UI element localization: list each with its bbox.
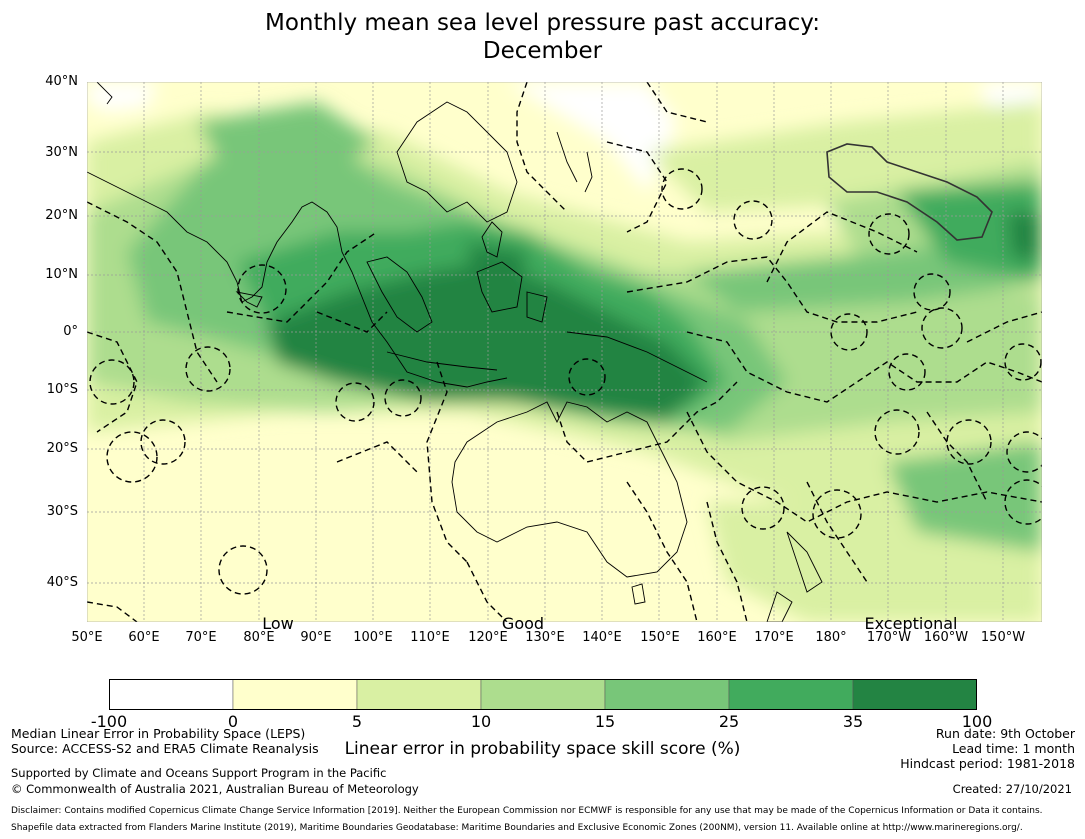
lat-label: 40°S [46,575,78,590]
lon-label: 60°E [128,630,160,645]
lon-label: 120°E [468,630,508,645]
lon-label: 150°W [980,630,1026,645]
colorbar-segment [480,679,606,710]
colorbar-segment [604,679,730,710]
lon-label: 140°E [582,630,622,645]
colorbar-tick: 5 [351,712,363,731]
coastlines [87,82,823,622]
lon-label: 110°E [410,630,450,645]
colorbar-tick: 25 [718,712,740,731]
footer-copyright: © Commonwealth of Australia 2021, Austra… [11,782,419,796]
skill-map [87,82,1042,622]
lon-label: 70°E [185,630,217,645]
lon-label: 150°E [640,630,680,645]
category-good: Good [501,614,545,633]
disclaimer-copernicus: Disclaimer: Contains modified Copernicus… [11,806,1043,816]
hawaii-eez [826,143,993,241]
lon-label: 130°E [525,630,565,645]
lon-label: 80°E [243,630,275,645]
lat-label: 10°S [46,382,78,397]
colorbar-tick: 10 [470,712,492,731]
lon-label: 160°E [697,630,737,645]
lon-label: 180° [815,630,847,645]
colorbar-tick: 100 [961,712,993,731]
run-date: Run date: 9th October [935,726,1075,741]
colorbar-segment [109,679,234,710]
colorbar [109,679,977,710]
lon-label: 90°E [300,630,332,645]
lon-label: 100°E [353,630,393,645]
created-date: Created: 27/10/2021 [952,782,1072,796]
lon-label: 170°E [754,630,794,645]
lat-label: 30°S [46,504,78,519]
category-low: Low [262,614,294,633]
island-eez-circles [89,168,1042,595]
footer-method: Median Linear Error in Probability Space… [11,726,306,741]
eez-boundaries [87,82,1042,622]
chart-title-line1: Monthly mean sea level pressure past acc… [265,10,820,36]
lon-label: 50°E [71,630,103,645]
hindcast-period: Hindcast period: 1981-2018 [900,756,1075,771]
lon-label: 160°W [923,630,969,645]
colorbar-tick: 0 [227,712,239,731]
disclaimer-shapefile: Shapefile data extracted from Flanders M… [11,823,1023,833]
colorbar-tick: 35 [842,712,864,731]
lat-label: 20°N [45,208,78,223]
lat-label: 20°S [46,441,78,456]
colorbar-segment [728,679,854,710]
lat-label: 30°N [45,145,78,160]
chart-title-line2: December [482,38,603,64]
colorbar-tick: -100 [90,712,128,731]
lon-label: 170°W [866,630,912,645]
graticule [87,82,1042,622]
lead-time: Lead time: 1 month [952,741,1075,756]
colorbar-segment [852,679,977,710]
lat-label: 0° [63,324,78,339]
colorbar-label: Linear error in probability space skill … [344,739,741,759]
footer-support: Supported by Climate and Oceans Support … [11,766,387,780]
colorbar-segment [356,679,482,710]
skill-field [87,82,1042,622]
colorbar-tick: 15 [594,712,616,731]
footer-source: Source: ACCESS-S2 and ERA5 Climate Reana… [11,741,319,756]
lat-label: 40°N [45,74,78,89]
category-exceptional: Exceptional [864,614,958,633]
lat-label: 10°N [45,267,78,282]
colorbar-segment [232,679,358,710]
